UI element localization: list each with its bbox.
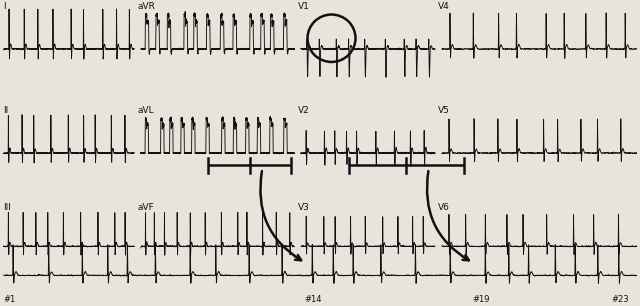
Text: I: I: [3, 2, 6, 10]
Text: V3: V3: [298, 203, 310, 212]
Text: #14: #14: [304, 296, 321, 304]
Text: #23: #23: [611, 296, 629, 304]
Text: #1: #1: [3, 296, 15, 304]
Text: II: II: [3, 106, 8, 114]
Text: aVL: aVL: [138, 106, 154, 114]
Text: aVF: aVF: [138, 203, 154, 212]
Text: V4: V4: [438, 2, 450, 10]
Text: aVR: aVR: [138, 2, 156, 10]
Text: #19: #19: [472, 296, 490, 304]
Text: V5: V5: [438, 106, 451, 114]
Text: V1: V1: [298, 2, 310, 10]
Text: V2: V2: [298, 106, 309, 114]
Text: III: III: [3, 203, 11, 212]
Text: V6: V6: [438, 203, 451, 212]
